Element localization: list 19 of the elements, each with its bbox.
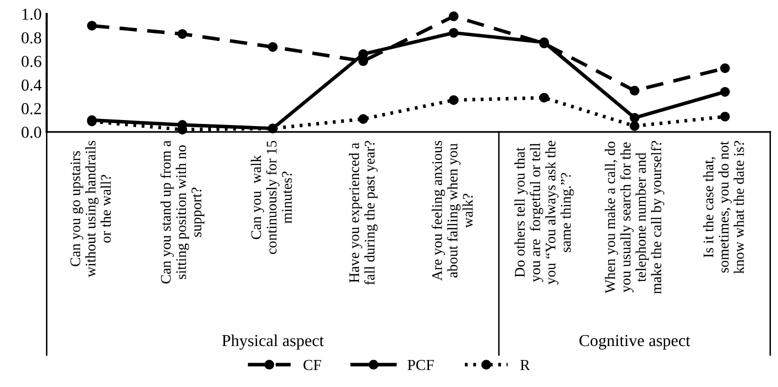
text: Cognitive aspect [579,334,690,350]
y-tick-label: 1.0 [22,8,42,20]
legend-label: CF [304,360,322,370]
x-tick-label: Can you stand up from a sitting position with no support? [160,140,204,284]
y-tick-label: 0.2 [22,103,41,114]
y-tick-label: 0.0 [22,126,42,138]
x-tick-label: Do others tell you that you are forgetful or tell you “You always ask the same thing.”? [514,140,574,284]
x-tick-label: Have you experienced a fall during the past year? [348,140,378,285]
x-tick-label: Can you walk continuously for 15 minutes? [250,140,292,254]
y-tick-label: 0.4 [22,79,42,91]
x-tick-label: Is it the case that, sometimes, you do not know what the date is? [703,140,744,274]
text: Physical aspect [222,334,324,350]
legend-label: R [520,360,530,370]
x-tick-label: When you make a call, do you usually search for the telephone number and make the call by yourself? [604,140,664,294]
x-tick-label: Are you feeling anxious about falling when you walk? [432,140,473,281]
legend-label: PCF [408,360,434,370]
x-tick-label: Can you go upstairs without using handrails or the wall? [70,140,111,278]
y-tick-label: 0.6 [22,56,42,68]
y-tick-label: 0.8 [22,32,42,44]
